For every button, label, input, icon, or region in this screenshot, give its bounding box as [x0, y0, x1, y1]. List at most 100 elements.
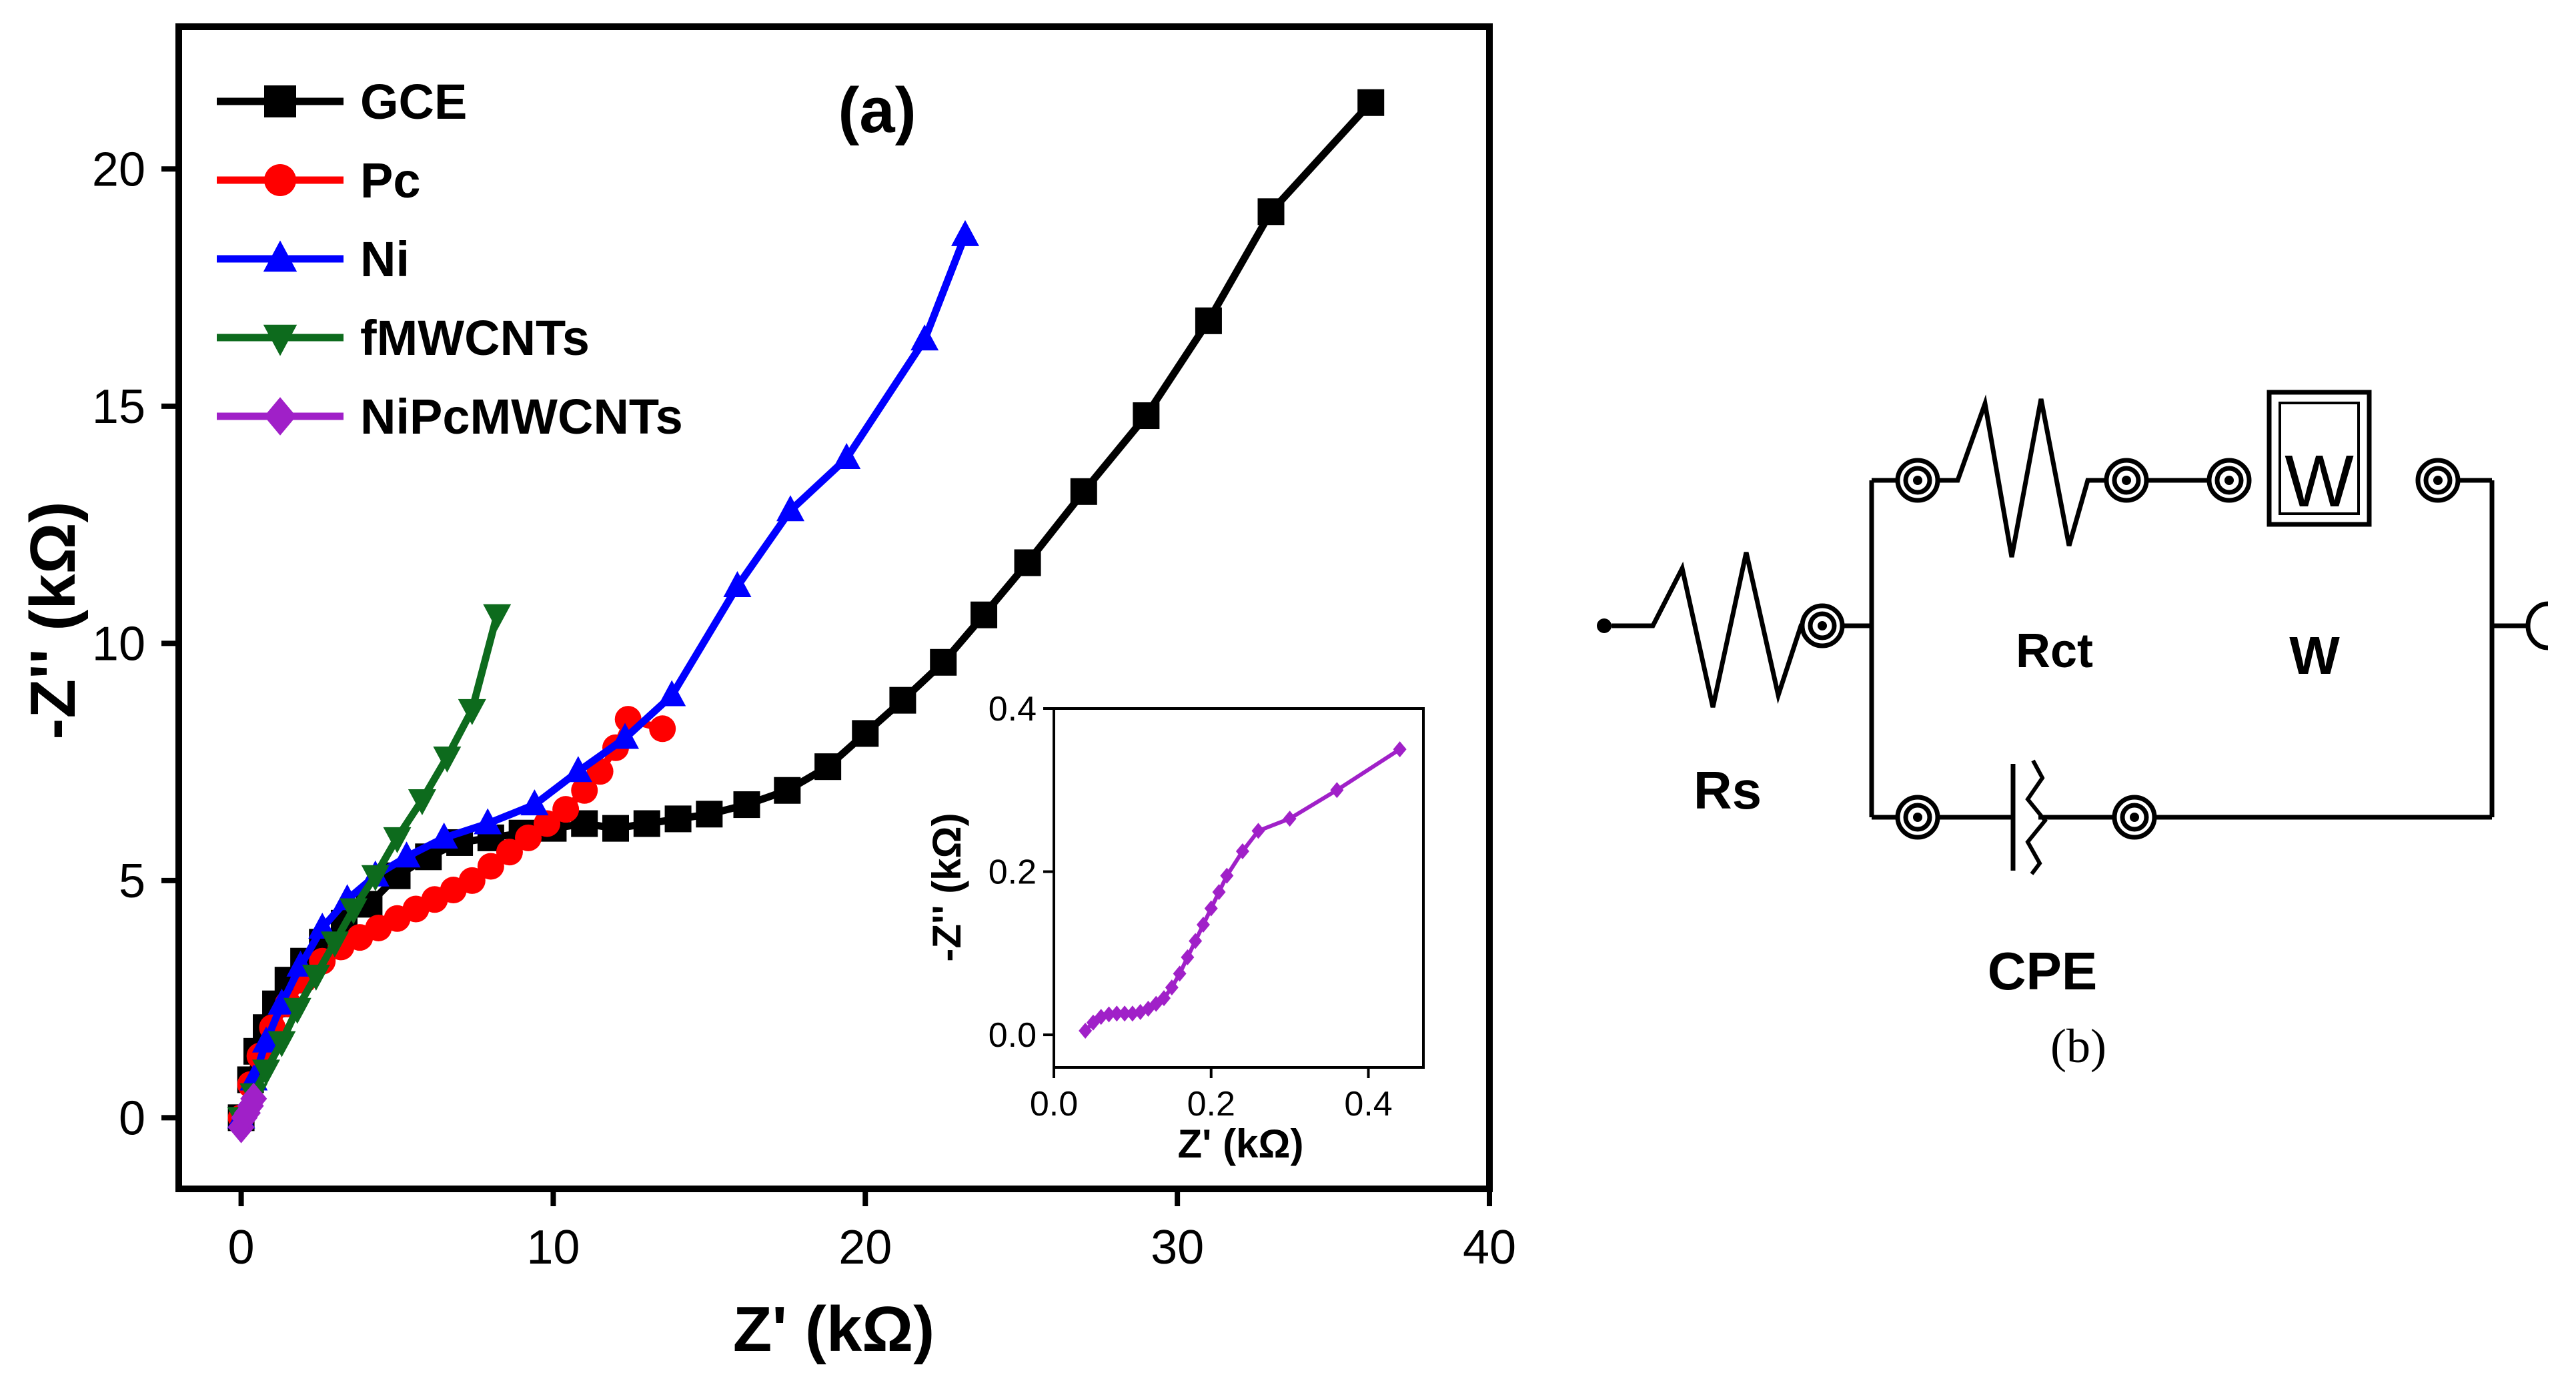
- inset-data-point: [1235, 843, 1249, 859]
- data-point: [474, 808, 502, 835]
- data-point: [658, 680, 686, 707]
- legend-label: Pc: [360, 153, 421, 208]
- w-label: W: [2289, 626, 2340, 685]
- data-point: [515, 824, 542, 851]
- inset-data-point: [1165, 979, 1179, 996]
- data-point: [408, 789, 436, 815]
- data-point: [649, 715, 676, 743]
- chart-annotation: (a): [838, 75, 916, 146]
- inset-data-point: [1079, 1022, 1093, 1039]
- legend-marker: [264, 397, 296, 436]
- cpe-label: CPE: [1988, 941, 2098, 1001]
- data-point: [252, 1059, 280, 1086]
- inset-data-point: [1212, 884, 1226, 901]
- y-tick-label: 5: [119, 855, 145, 908]
- data-point: [392, 841, 421, 868]
- node-connector: [1895, 795, 1940, 840]
- data-point: [723, 571, 752, 598]
- data-point: [602, 815, 629, 842]
- x-tick-label: 20: [838, 1221, 892, 1274]
- data-point: [430, 822, 458, 849]
- data-point: [458, 867, 486, 894]
- cpe-plate: [2025, 759, 2048, 875]
- inset-chart: 0.0 0.2 0.4 0.0 0.2 0.4 Z' (kΩ) -Z'' (kΩ): [924, 690, 1425, 1166]
- inset-data-point: [1118, 1005, 1132, 1022]
- legend-item-fmwcnts: fMWCNTs: [217, 310, 590, 366]
- warburg-element: [2267, 390, 2372, 527]
- data-point: [776, 495, 804, 522]
- node-connector: [2415, 458, 2461, 503]
- data-point: [611, 723, 640, 749]
- panel-b-caption: (b): [2050, 1019, 2106, 1073]
- data-point: [910, 324, 939, 351]
- data-point: [320, 931, 349, 958]
- inset-series-nipcmwcnts: [1079, 741, 1407, 1039]
- legend-label: NiPcMWCNTs: [360, 389, 683, 444]
- data-point: [552, 796, 580, 823]
- rct-label: Rct: [2016, 624, 2093, 678]
- series-line: [237, 234, 969, 1119]
- inset-data-point: [1196, 917, 1210, 933]
- inset-y-axis-label: -Z'' (kΩ): [924, 813, 969, 961]
- inset-y-tick-label: 0.4: [989, 690, 1037, 729]
- legend-item-ni: Ni: [217, 232, 410, 287]
- series-ni: [227, 219, 979, 1129]
- data-point: [252, 1026, 280, 1053]
- data-point: [1014, 549, 1041, 576]
- node-connector: [2104, 458, 2149, 503]
- inset-data-point: [1102, 1006, 1116, 1023]
- data-point: [383, 827, 412, 853]
- x-tick-label: 30: [1151, 1221, 1204, 1274]
- inset-x-tick-label: 0.0: [1030, 1085, 1078, 1123]
- data-point: [483, 604, 512, 630]
- inset-data-point: [1173, 965, 1187, 982]
- rs-label: Rs: [1694, 761, 1762, 820]
- node-connector: [2112, 795, 2157, 840]
- legend-label: Ni: [360, 232, 410, 287]
- equivalent-circuit: [1597, 390, 2549, 875]
- legend-marker: [264, 85, 296, 117]
- data-point: [1070, 478, 1097, 505]
- node-connector: [1895, 458, 1940, 503]
- x-axis-label: Z' (kΩ): [733, 1294, 934, 1365]
- data-point: [267, 1031, 296, 1057]
- data-point: [889, 686, 916, 714]
- y-tick-label: 15: [92, 380, 145, 434]
- y-tick-label: 20: [92, 143, 145, 196]
- legend-item-gce: GCE: [217, 74, 467, 129]
- inset-data-point: [1393, 741, 1407, 758]
- inset-data-point: [1330, 782, 1344, 799]
- y-tick-label: 10: [92, 617, 145, 670]
- output-terminal: [2525, 601, 2549, 650]
- legend-marker: [263, 324, 297, 356]
- node-connector: [1800, 603, 1845, 648]
- data-point: [267, 988, 296, 1015]
- data-point: [458, 699, 486, 725]
- inset-data-point: [1157, 990, 1171, 1007]
- data-point: [733, 791, 760, 819]
- inset-data-point: [1251, 823, 1265, 839]
- circuit-labels: Rs Rct W W CPE (b): [1694, 440, 2354, 1073]
- inset-data-point: [1220, 867, 1234, 884]
- data-point: [633, 810, 660, 837]
- data-point: [564, 756, 592, 783]
- inset-data-point: [1283, 811, 1297, 827]
- x-tick-label: 40: [1463, 1221, 1516, 1274]
- rct-resistor: [1938, 394, 2108, 558]
- series-pc: [227, 706, 676, 1131]
- rs-resistor: [1633, 552, 1804, 708]
- data-point: [1357, 89, 1385, 116]
- data-point: [1257, 198, 1285, 225]
- legend-marker: [263, 240, 297, 272]
- inset-data-point: [1204, 900, 1218, 917]
- node-connector: [2206, 458, 2252, 503]
- y-tick-label: 0: [119, 1091, 145, 1145]
- inset-x-axis-label: Z' (kΩ): [1177, 1121, 1303, 1166]
- data-point: [1133, 402, 1160, 430]
- data-point: [496, 839, 523, 866]
- inset-data-point: [1181, 949, 1195, 965]
- data-point: [814, 753, 842, 781]
- legend-item-pc: Pc: [217, 153, 421, 208]
- y-axis-label: -Z'' (kΩ): [17, 501, 89, 739]
